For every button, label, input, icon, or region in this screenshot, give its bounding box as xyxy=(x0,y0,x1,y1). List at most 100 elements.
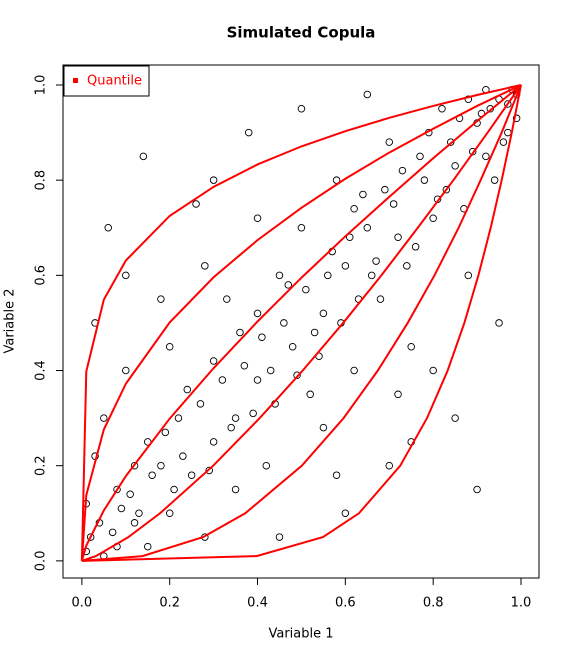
point xyxy=(231,414,240,422)
point xyxy=(266,366,275,375)
point xyxy=(420,176,429,184)
point xyxy=(275,271,284,280)
point xyxy=(284,281,293,289)
y-tick-label: 0.6 xyxy=(34,265,49,286)
point xyxy=(183,385,192,394)
point xyxy=(135,509,143,518)
x-tick-label: 0.4 xyxy=(247,596,268,611)
point xyxy=(429,366,437,375)
chart-title: Simulated Copula xyxy=(227,24,376,42)
point xyxy=(227,423,235,432)
point xyxy=(117,504,126,513)
point xyxy=(332,471,341,479)
y-tick-label: 0.0 xyxy=(34,551,49,572)
point xyxy=(297,224,306,232)
point xyxy=(297,105,306,113)
point xyxy=(341,262,350,270)
point xyxy=(104,224,112,232)
point xyxy=(130,519,139,527)
point xyxy=(218,376,227,384)
y-tick-label: 0.8 xyxy=(34,170,49,191)
point xyxy=(367,271,376,280)
point xyxy=(394,233,402,242)
point xyxy=(196,400,205,408)
point xyxy=(240,362,249,370)
point xyxy=(170,485,178,494)
point xyxy=(161,428,170,437)
y-tick-label: 0.2 xyxy=(34,455,49,476)
point xyxy=(126,490,134,498)
x-tick-label: 0.8 xyxy=(423,596,444,611)
point xyxy=(86,533,95,541)
point xyxy=(201,262,209,270)
point xyxy=(490,176,499,184)
y-tick-label: 0.4 xyxy=(34,360,49,381)
legend-label: Quantile xyxy=(87,74,142,89)
point xyxy=(398,166,407,175)
point xyxy=(442,185,451,194)
point xyxy=(253,309,262,318)
quantile-curve xyxy=(81,84,522,562)
point xyxy=(403,262,411,270)
point xyxy=(179,452,187,460)
point xyxy=(341,509,350,518)
y-axis-label: Variable 2 xyxy=(3,288,18,353)
point xyxy=(231,485,240,494)
point xyxy=(451,414,459,422)
point xyxy=(319,309,328,318)
point xyxy=(504,100,512,108)
point xyxy=(275,533,284,541)
legend-marker xyxy=(73,78,78,83)
point xyxy=(407,342,415,351)
x-axis-label: Variable 1 xyxy=(268,627,333,642)
point xyxy=(280,319,288,327)
point xyxy=(187,471,196,479)
point xyxy=(113,485,121,494)
x-tick-label: 0.2 xyxy=(159,596,180,611)
legend-box xyxy=(63,65,150,97)
point xyxy=(482,152,490,161)
point xyxy=(446,138,455,146)
quantile-curve xyxy=(80,84,522,562)
point xyxy=(253,376,262,384)
quantile-curve xyxy=(80,84,522,561)
point xyxy=(157,295,165,303)
point xyxy=(209,176,218,184)
plot-frame xyxy=(62,64,540,579)
point xyxy=(438,105,446,113)
point xyxy=(253,214,262,222)
point xyxy=(262,461,271,470)
point xyxy=(143,542,152,551)
point xyxy=(157,461,165,470)
point xyxy=(389,200,398,208)
point xyxy=(205,466,213,475)
point xyxy=(288,342,297,351)
x-tick-label: 1.0 xyxy=(511,596,532,611)
point xyxy=(495,319,503,327)
point xyxy=(359,190,367,199)
point xyxy=(249,409,257,418)
point xyxy=(319,423,328,432)
point xyxy=(416,152,424,161)
point xyxy=(148,471,156,479)
point xyxy=(429,214,437,222)
y-tick-label: 1.0 xyxy=(34,75,49,96)
point xyxy=(139,152,148,161)
point xyxy=(244,128,253,137)
point xyxy=(302,285,310,294)
point xyxy=(385,461,394,470)
x-tick-label: 0.0 xyxy=(72,596,93,611)
point xyxy=(363,90,372,99)
point xyxy=(464,95,473,104)
point xyxy=(372,257,380,265)
point xyxy=(473,485,481,494)
point xyxy=(499,138,508,146)
point xyxy=(324,271,332,280)
quantile-curve xyxy=(80,84,522,561)
point xyxy=(350,366,358,375)
point xyxy=(209,438,218,446)
point xyxy=(345,233,354,242)
point xyxy=(174,414,183,422)
point xyxy=(236,328,244,337)
